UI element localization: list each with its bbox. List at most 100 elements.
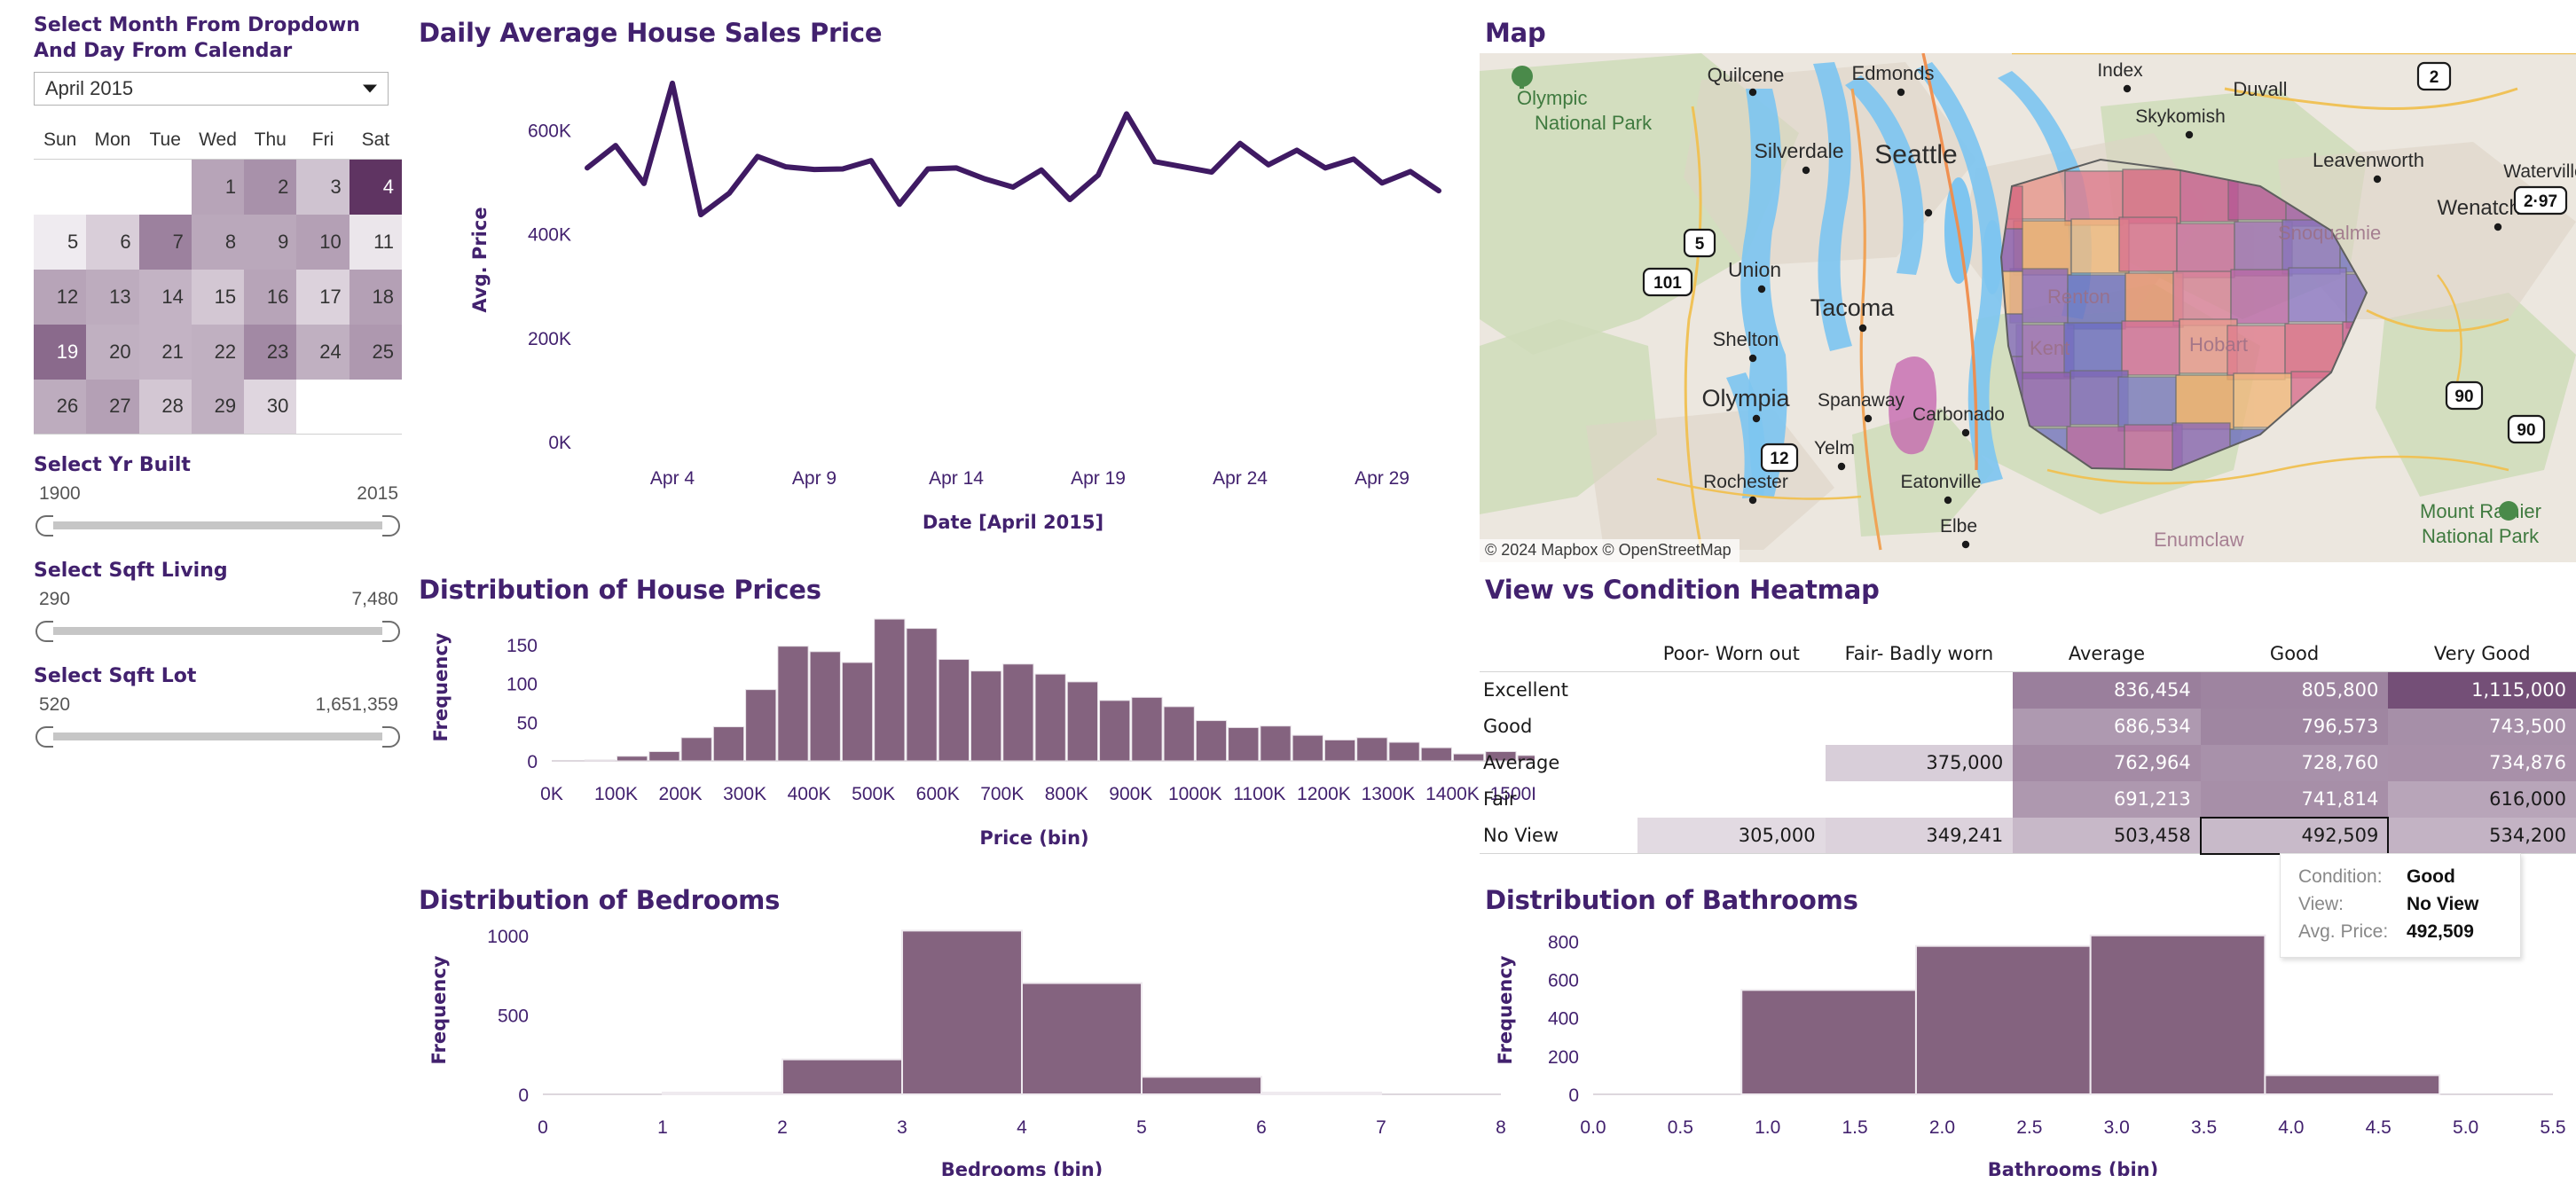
calendar-week-row: 26 27 28 29 30 xyxy=(34,379,402,435)
calendar-day-9[interactable]: 9 xyxy=(244,214,297,270)
calendar-day-14[interactable]: 14 xyxy=(138,269,192,325)
svg-text:5.5: 5.5 xyxy=(2540,1117,2565,1138)
calendar-day-28[interactable]: 28 xyxy=(138,379,192,435)
calendar-day-16[interactable]: 16 xyxy=(244,269,297,325)
calendar-day-13[interactable]: 13 xyxy=(86,269,139,325)
range-sliders[interactable]: Select Yr Built 1900 2015 Select Sqft Livin… xyxy=(34,454,400,751)
heatmap-cell[interactable]: 836,454 xyxy=(2013,671,2201,709)
heatmap-cell[interactable]: 741,814 xyxy=(2200,780,2389,818)
slider-track-wrap[interactable] xyxy=(34,510,402,540)
calendar-day-23[interactable]: 23 xyxy=(244,324,297,380)
heatmap-table[interactable]: Poor- Worn out Fair- Badly worn Average Goo… xyxy=(1480,642,2576,855)
svg-text:Renton: Renton xyxy=(2047,286,2110,308)
calendar-day-empty xyxy=(34,160,86,215)
calendar-day-6[interactable]: 6 xyxy=(86,214,139,270)
slider-select-sqft-lot[interactable]: Select Sqft Lot 520 1,651,359 xyxy=(34,665,402,751)
calendar-day-11[interactable]: 11 xyxy=(349,214,402,270)
slider-handle-left[interactable] xyxy=(35,621,53,642)
heatmap-cell[interactable]: 503,458 xyxy=(2013,817,2201,854)
map-attribution: © 2024 Mapbox © OpenStreetMap xyxy=(1480,539,1740,562)
svg-text:1100K: 1100K xyxy=(1233,784,1285,804)
calendar-day-12[interactable]: 12 xyxy=(34,269,87,325)
svg-text:Enumclaw: Enumclaw xyxy=(2154,529,2244,551)
slider-select-yr-built[interactable]: Select Yr Built 1900 2015 xyxy=(34,454,402,540)
slider-handle-right[interactable] xyxy=(382,515,400,537)
day-calendar[interactable]: Sun Mon Tue Wed Thu Fri Sat 1 2 3 4 5 6 7 8 9 10 11 12 13 1… xyxy=(34,129,402,435)
calendar-day-19[interactable]: 19 xyxy=(34,324,87,380)
slider-handle-left[interactable] xyxy=(35,726,53,748)
svg-text:2·97: 2·97 xyxy=(2524,192,2557,211)
svg-text:Frequency: Frequency xyxy=(430,632,452,741)
heatmap-row-excellent: Excellent xyxy=(1483,679,1568,701)
slider-track-wrap[interactable] xyxy=(34,721,402,751)
calendar-day-17[interactable]: 17 xyxy=(296,269,349,325)
calendar-day-22[interactable]: 22 xyxy=(191,324,245,380)
calendar-day-1[interactable]: 1 xyxy=(191,159,245,215)
svg-text:700K: 700K xyxy=(980,784,1024,804)
slider-min-value: 290 xyxy=(39,589,71,609)
calendar-day-7[interactable]: 7 xyxy=(138,214,192,270)
heatmap-cell[interactable]: 349,241 xyxy=(1825,817,2014,854)
calendar-day-27[interactable]: 27 xyxy=(86,379,139,435)
slider-handle-right[interactable] xyxy=(382,726,400,748)
slider-track[interactable] xyxy=(51,521,384,529)
calendar-day-15[interactable]: 15 xyxy=(191,269,245,325)
calendar-day-10[interactable]: 10 xyxy=(296,214,349,270)
svg-text:Apr 9: Apr 9 xyxy=(792,468,836,489)
slider-handle-right[interactable] xyxy=(382,621,400,642)
calendar-day-18[interactable]: 18 xyxy=(349,269,402,325)
calendar-day-25[interactable]: 25 xyxy=(349,324,402,380)
calendar-day-2[interactable]: 2 xyxy=(244,159,297,215)
svg-text:Snoqualmie: Snoqualmie xyxy=(2278,222,2381,244)
svg-text:Index: Index xyxy=(2097,60,2143,81)
svg-text:5.0: 5.0 xyxy=(2453,1117,2478,1138)
calendar-day-30[interactable]: 30 xyxy=(244,379,297,435)
heatmap-cell[interactable]: 616,000 xyxy=(2388,780,2576,818)
month-dropdown[interactable]: April 2015 xyxy=(34,72,389,106)
heatmap-cell[interactable]: 375,000 xyxy=(1825,744,2014,781)
map-render[interactable]: Quilcene Edmonds Index Skykomish Duvall Silve… xyxy=(1480,53,2576,562)
svg-text:Apr 29: Apr 29 xyxy=(1355,468,1410,489)
heatmap-cell[interactable]: 305,000 xyxy=(1637,817,1826,854)
heatmap-cell xyxy=(1637,781,1826,818)
heatmap-body[interactable]: Excellent 836,454 805,800 1,115,000 Good 686,… xyxy=(1480,671,2576,855)
slider-track[interactable] xyxy=(51,627,384,635)
svg-text:0.0: 0.0 xyxy=(1580,1117,1606,1138)
heatmap-cell[interactable]: 805,800 xyxy=(2200,671,2389,709)
heatmap-cell[interactable]: 743,500 xyxy=(2388,708,2576,745)
calendar-day-4[interactable]: 4 xyxy=(349,159,402,215)
slider-track[interactable] xyxy=(51,733,384,740)
calendar-day-24[interactable]: 24 xyxy=(296,324,349,380)
calendar-day-8[interactable]: 8 xyxy=(191,214,245,270)
heatmap-cell[interactable]: 728,760 xyxy=(2200,744,2389,781)
slider-select-sqft-living[interactable]: Select Sqft Living 290 7,480 xyxy=(34,560,402,646)
heatmap-cell[interactable]: 492,509 xyxy=(2199,816,2390,855)
map-canvas[interactable]: Quilcene Edmonds Index Skykomish Duvall Silve… xyxy=(1480,53,2576,562)
svg-text:0K: 0K xyxy=(548,433,571,453)
calendar-day-26[interactable]: 26 xyxy=(34,379,87,435)
heatmap-cell[interactable]: 734,876 xyxy=(2388,744,2576,781)
svg-text:300K: 300K xyxy=(723,784,766,804)
heatmap-cell[interactable]: 691,213 xyxy=(2013,780,2201,818)
svg-text:100K: 100K xyxy=(594,784,638,804)
slider-track-wrap[interactable] xyxy=(34,615,402,646)
heatmap-cell[interactable]: 796,573 xyxy=(2200,708,2389,745)
heatmap-cell[interactable]: 1,115,000 xyxy=(2388,671,2576,709)
svg-text:400K: 400K xyxy=(788,784,831,804)
heatmap-cell[interactable]: 534,200 xyxy=(2388,817,2576,854)
daily-price-plot: 0K 200K 400K 600K Avg. Price Apr 4 Apr 9 Apr 14… xyxy=(469,80,1441,533)
slider-handle-left[interactable] xyxy=(35,515,53,537)
calendar-body[interactable]: 1 2 3 4 5 6 7 8 9 10 11 12 13 14 15 16 17 18 19 20 21 22 23 24 2… xyxy=(34,159,402,435)
heatmap-cell[interactable]: 762,964 xyxy=(2013,744,2201,781)
calendar-day-29[interactable]: 29 xyxy=(191,379,245,435)
heatmap-cell[interactable]: 686,534 xyxy=(2013,708,2201,745)
svg-text:400: 400 xyxy=(1548,1009,1579,1030)
calendar-day-21[interactable]: 21 xyxy=(138,324,192,380)
svg-text:1000: 1000 xyxy=(487,927,529,947)
svg-text:0: 0 xyxy=(527,752,538,772)
calendar-day-20[interactable]: 20 xyxy=(86,324,139,380)
calendar-day-3[interactable]: 3 xyxy=(296,159,349,215)
slider-max-value: 2015 xyxy=(357,483,398,504)
calendar-day-5[interactable]: 5 xyxy=(34,214,87,270)
tooltip-condition-value: Good xyxy=(2407,866,2455,887)
